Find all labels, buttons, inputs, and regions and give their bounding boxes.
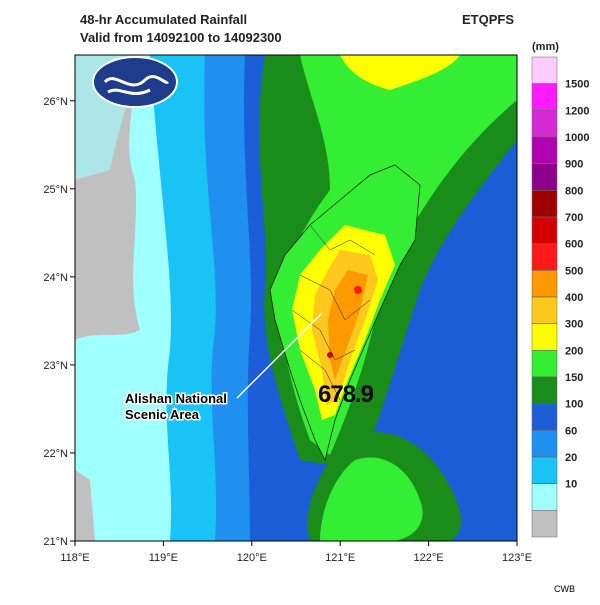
lon-tick-label: 120°E bbox=[237, 552, 267, 564]
legend-swatch bbox=[531, 483, 558, 511]
legend-level: 10 bbox=[565, 479, 577, 491]
legend-level: 60 bbox=[565, 425, 577, 437]
legend-swatch bbox=[531, 456, 558, 484]
legend-swatch bbox=[531, 83, 558, 111]
lon-tick-label: 118°E bbox=[60, 552, 89, 564]
legend-level: 500 bbox=[565, 265, 583, 277]
lat-tick-label: 24°N bbox=[43, 272, 68, 284]
legend-unit: (mm) bbox=[532, 41, 559, 53]
max-value: 678.9 bbox=[318, 381, 374, 408]
annotation-line: Alishan National bbox=[125, 391, 227, 406]
rain-field bbox=[75, 55, 517, 541]
legend-level: 200 bbox=[565, 345, 583, 357]
map-frame bbox=[74, 54, 518, 542]
legend-swatch bbox=[531, 403, 558, 431]
legend-swatch bbox=[531, 243, 558, 271]
legend-swatch bbox=[531, 56, 558, 84]
legend-level: 400 bbox=[565, 292, 583, 304]
annotation-leader bbox=[236, 312, 323, 399]
legend-swatch bbox=[531, 110, 558, 138]
legend-swatch bbox=[531, 190, 558, 218]
lat-tick-label: 22°N bbox=[43, 448, 68, 460]
legend-swatch bbox=[531, 430, 558, 458]
lon-tick-label: 122°E bbox=[414, 552, 444, 564]
lat-tick-label: 21°N bbox=[43, 536, 68, 548]
legend-level: 600 bbox=[565, 239, 583, 251]
legend-level: 900 bbox=[565, 159, 583, 171]
lon-tick-label: 119°E bbox=[149, 552, 178, 564]
legend-swatch bbox=[531, 323, 558, 351]
legend-swatch bbox=[531, 376, 558, 404]
title: 48-hr Accumulated Rainfall bbox=[80, 12, 247, 27]
legend-level: 1500 bbox=[565, 79, 589, 91]
lat-tick-label: 25°N bbox=[43, 184, 68, 196]
legend-swatch bbox=[531, 163, 558, 191]
legend-level: 1200 bbox=[565, 105, 589, 117]
lon-tick-label: 121°E bbox=[325, 552, 355, 564]
legend-level: 300 bbox=[565, 319, 583, 331]
legend-level: 1000 bbox=[565, 132, 589, 144]
lon-tick-label: 123°E bbox=[502, 552, 532, 564]
lat-tick-label: 23°N bbox=[43, 360, 68, 372]
lat-tick-label: 26°N bbox=[43, 96, 68, 108]
legend-swatch bbox=[531, 270, 558, 298]
legend-swatch bbox=[531, 350, 558, 378]
legend-level: 100 bbox=[565, 399, 583, 411]
legend-level: 700 bbox=[565, 212, 583, 224]
legend-swatch bbox=[531, 136, 558, 164]
credit: CWB bbox=[554, 584, 575, 594]
legend-swatch bbox=[531, 510, 558, 538]
product: ETQPFS bbox=[462, 12, 514, 27]
legend-level: 20 bbox=[565, 452, 577, 464]
legend-swatch bbox=[531, 216, 558, 244]
annotation-line: Scenic Area bbox=[125, 407, 200, 422]
subtitle: Valid from 14092100 to 14092300 bbox=[80, 30, 282, 45]
legend-level: 800 bbox=[565, 185, 583, 197]
legend-swatch bbox=[531, 296, 558, 324]
legend-level: 150 bbox=[565, 372, 583, 384]
